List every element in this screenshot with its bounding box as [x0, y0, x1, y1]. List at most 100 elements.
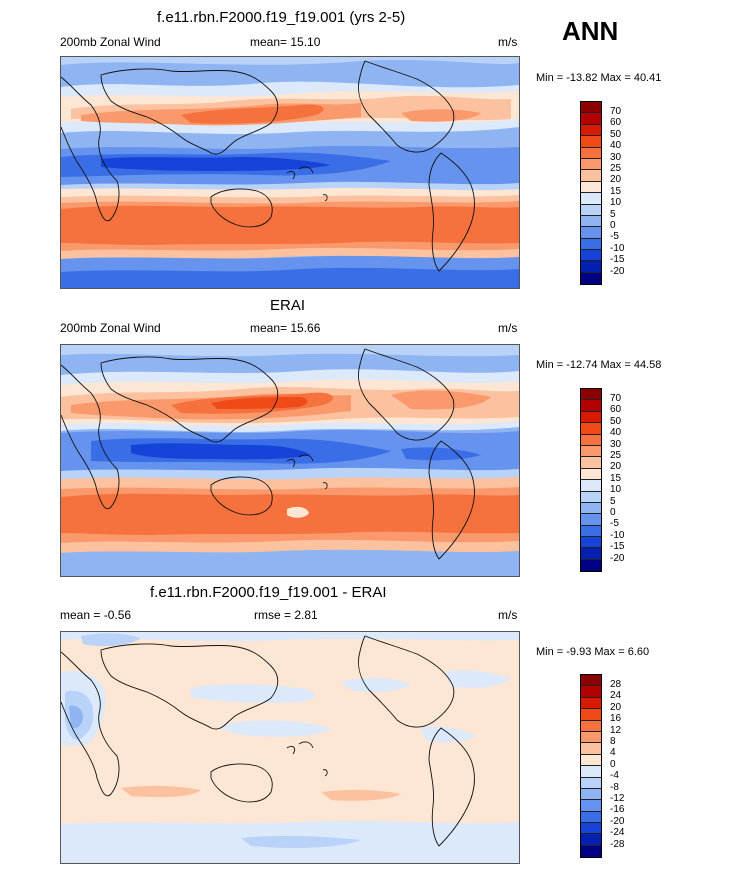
map-region	[401, 447, 481, 461]
panel-3-mean-label: mean = -0.56	[60, 608, 132, 622]
colorbar-label: 30	[610, 152, 622, 163]
colorbar-label: -5	[610, 518, 619, 529]
colorbar-swatch	[581, 514, 601, 526]
colorbar-swatch	[581, 457, 601, 469]
colorbar-label: -28	[610, 839, 625, 850]
colorbar-swatch	[581, 548, 601, 560]
colorbar-swatch	[581, 136, 601, 148]
colorbar-label: 20	[610, 174, 622, 185]
colorbar-swatch	[581, 502, 601, 515]
panel-3-rmse-label: rmse = 2.81	[254, 608, 318, 622]
colorbar-swatch	[581, 204, 601, 216]
coastlines	[61, 635, 475, 847]
colorbar-label: -15	[610, 541, 625, 552]
map-region	[445, 670, 511, 688]
colorbar-swatch	[581, 731, 601, 744]
colorbar-swatch	[581, 823, 601, 835]
map-region	[61, 267, 519, 288]
colorbar-swatch	[581, 400, 601, 412]
panel-1-map	[60, 56, 520, 289]
map-region	[121, 785, 201, 798]
colorbar-swatch	[581, 491, 601, 503]
colorbar-label: 40	[610, 140, 622, 151]
colorbar-swatch	[581, 434, 601, 446]
colorbar-label: 10	[610, 197, 622, 208]
colorbar-label: -16	[610, 804, 625, 815]
colorbar-swatch	[581, 766, 601, 778]
map-region	[181, 104, 324, 124]
colorbar-swatch	[581, 272, 601, 285]
colorbar-label: 8	[610, 736, 616, 747]
colorbar-swatch	[581, 480, 601, 492]
colorbar-label: 0	[610, 759, 616, 770]
colorbar-swatch	[581, 834, 601, 846]
colorbar-swatch	[581, 147, 601, 159]
colorbar-swatch	[581, 709, 601, 721]
colorbar-label: -10	[610, 243, 625, 254]
map-region	[69, 705, 83, 728]
colorbar-swatch	[581, 754, 601, 767]
colorbar-label: 20	[610, 702, 622, 713]
colorbar-swatch	[581, 811, 601, 824]
colorbar-swatch	[581, 845, 601, 858]
colorbar-label: 60	[610, 404, 622, 415]
map-region	[61, 57, 519, 65]
colorbar-label: 0	[610, 220, 616, 231]
colorbar-label: -15	[610, 254, 625, 265]
map-region	[211, 397, 308, 409]
map-region	[61, 748, 157, 765]
colorbar-swatch	[581, 423, 601, 435]
panel-2-mean-label: mean= 15.66	[250, 321, 321, 335]
panel-2-variable-label: 200mb Zonal Wind	[60, 321, 161, 335]
coastlines	[61, 60, 475, 272]
colorbar-swatch	[581, 445, 601, 458]
panel-2-units-label: m/s	[498, 321, 518, 335]
map-region	[61, 549, 519, 576]
colorbar-swatch	[581, 227, 601, 239]
colorbar-swatch	[581, 743, 601, 755]
colorbar-label: 12	[610, 725, 622, 736]
map-region	[241, 835, 361, 848]
colorbar-swatch	[581, 686, 601, 698]
colorbar-label: 25	[610, 163, 622, 174]
colorbar-swatch	[581, 215, 601, 228]
colorbar-swatch	[581, 238, 601, 251]
map-region	[287, 506, 309, 518]
panel-1-title: f.e11.rbn.F2000.f19_f19.001 (yrs 2-5)	[157, 9, 406, 26]
panel-3-map	[60, 631, 520, 864]
colorbar-swatch	[581, 158, 601, 171]
colorbar-label: 40	[610, 427, 622, 438]
panel-1-colorbar	[580, 101, 602, 286]
panel-3-minmax: Min = -9.93 Max = 6.60	[536, 646, 650, 658]
colorbar-swatch	[581, 559, 601, 572]
colorbar-label: -20	[610, 816, 625, 827]
colorbar-label: 70	[610, 106, 622, 117]
panel-2-minmax: Min = -12.74 Max = 44.58	[536, 359, 662, 371]
colorbar-swatch	[581, 675, 601, 687]
panel-3-colorbar	[580, 674, 602, 859]
map-region	[321, 789, 401, 801]
colorbar-label: -24	[610, 827, 625, 838]
panel-1-units-label: m/s	[498, 35, 518, 49]
colorbar-swatch	[581, 250, 601, 262]
map-region	[131, 443, 311, 460]
panel-2-colorbar	[580, 388, 602, 573]
colorbar-label: 16	[610, 713, 622, 724]
colorbar-label: 15	[610, 186, 622, 197]
colorbar-label: 50	[610, 129, 622, 140]
panel-1-mean-label: mean= 15.10	[250, 35, 321, 49]
map-region	[61, 632, 519, 642]
colorbar-label: 20	[610, 461, 622, 472]
map-region	[61, 205, 519, 245]
colorbar-label: 30	[610, 439, 622, 450]
colorbar-label: 5	[610, 496, 616, 507]
map-region	[191, 684, 316, 703]
map-region	[421, 726, 475, 743]
panel-3-title: f.e11.rbn.F2000.f19_f19.001 - ERAI	[150, 584, 387, 601]
colorbar-label: 15	[610, 473, 622, 484]
colorbar-swatch	[581, 181, 601, 194]
colorbar-swatch	[581, 102, 601, 114]
colorbar-swatch	[581, 170, 601, 182]
panel-3-units-label: m/s	[498, 608, 518, 622]
panel-1-minmax: Min = -13.82 Max = 40.41	[536, 72, 662, 84]
